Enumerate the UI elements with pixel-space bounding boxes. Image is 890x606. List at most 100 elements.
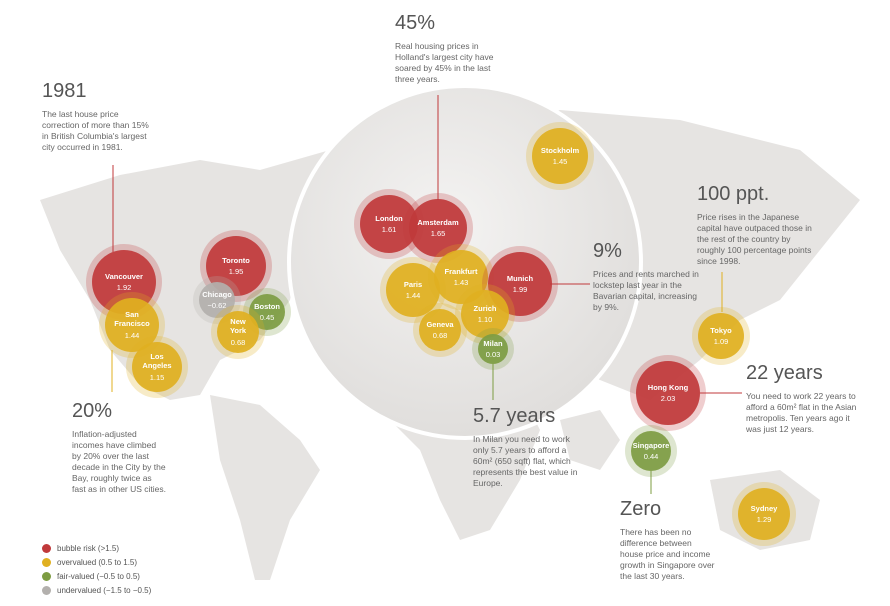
city-name-part: New [230, 317, 246, 326]
bubble [105, 298, 159, 352]
legend-swatch [42, 586, 51, 595]
legend-item: fair-valued (−0.5 to 0.5) [42, 572, 140, 581]
city-bubble: Stockholm 1.45 [526, 122, 594, 190]
annotation-heading: 22 years [746, 362, 823, 384]
legend-label: bubble risk (>1.5) [57, 544, 120, 553]
bubble [360, 195, 418, 253]
annotation-heading: 1981 [42, 80, 87, 102]
legend-swatch [42, 572, 51, 581]
annotation-heading: 9% [593, 240, 622, 262]
city-value: 0.44 [644, 452, 659, 461]
city-bubble: Sydney 1.29 [732, 482, 796, 546]
bubble [434, 250, 488, 304]
city-value: 1.09 [714, 337, 729, 346]
city-value: 1.44 [406, 291, 421, 300]
annotation-text: The last house price correction of more … [42, 109, 149, 152]
bubble [636, 361, 700, 425]
city-value: 1.44 [125, 331, 140, 340]
city-bubble: Tokyo 1.09 [692, 307, 750, 365]
bubble [249, 294, 285, 330]
annotation: 20% Inflation-adjusted incomes have climb… [72, 400, 167, 495]
city-value: 1.45 [553, 157, 568, 166]
city-name-part: York [230, 326, 247, 335]
city-bubble: Hong Kong 2.03 [630, 355, 706, 431]
annotation-text: Real housing prices in Holland's largest… [395, 41, 494, 84]
city-name: San Francisco [114, 310, 150, 328]
city-name: Amsterdam [417, 218, 459, 227]
bubble [409, 199, 467, 257]
legend-label: undervalued (−1.5 to −0.5) [57, 586, 152, 595]
city-name: Sydney [751, 504, 779, 513]
annotation: 45% Real housing prices in Holland's larg… [395, 12, 495, 85]
city-bubble: Amsterdam 1.65 [403, 193, 473, 263]
city-name: Vancouver [105, 272, 143, 281]
city-bubble: Chicago −0.62 [193, 276, 241, 324]
annotation-heading: 5.7 years [473, 405, 556, 427]
legend-item: bubble risk (>1.5) [42, 544, 119, 553]
city-name: Geneva [426, 320, 454, 329]
legend-item: overvalued (0.5 to 1.5) [42, 558, 137, 567]
city-name: New York [230, 317, 247, 335]
city-name: Los Angeles [142, 352, 171, 370]
city-bubble: Milan 0.03 [472, 328, 514, 370]
bubble [532, 128, 588, 184]
city-name: Munich [507, 274, 534, 283]
legend-label: overvalued (0.5 to 1.5) [57, 558, 138, 567]
annotation-text: In Milan you need to work only 5.7 years… [473, 434, 578, 488]
city-bubble: Singapore 0.44 [625, 425, 677, 477]
city-bubble: Zurich 1.10 [455, 284, 515, 344]
bubble [631, 431, 671, 471]
city-name: Chicago [202, 290, 232, 299]
city-name: Hong Kong [648, 383, 689, 392]
city-value: 1.61 [382, 225, 397, 234]
annotation-heading: 100 ppt. [697, 183, 770, 205]
leader-lines [111, 95, 742, 494]
city-value: 1.92 [117, 283, 132, 292]
city-name: Paris [404, 280, 422, 289]
city-value: 0.45 [260, 313, 275, 322]
annotation-text: Prices and rents marched in lockstep las… [593, 269, 699, 312]
city-name-part: Angeles [142, 361, 171, 370]
city-value: 1.99 [513, 285, 528, 294]
city-name: Singapore [633, 441, 670, 450]
annotation: 100 ppt. Price rises in the Japanese capi… [697, 183, 812, 267]
city-value: 1.15 [150, 373, 165, 382]
bubble [419, 309, 461, 351]
annotation-heading: Zero [620, 498, 662, 520]
bubble [132, 342, 182, 392]
bubble [386, 263, 440, 317]
city-name-part: Francisco [114, 319, 150, 328]
bubble [698, 313, 744, 359]
bubble [461, 290, 509, 338]
city-value: 0.03 [486, 350, 501, 359]
city-value: 1.10 [478, 315, 493, 324]
legend-item: undervalued (−1.5 to −0.5) [42, 586, 151, 595]
bubble [206, 236, 266, 296]
city-value: 1.29 [757, 515, 772, 524]
bubble [92, 250, 156, 314]
annotation-text: Inflation-adjusted incomes have climbed … [72, 429, 167, 494]
city-value: −0.62 [208, 301, 227, 310]
annotation-heading: 20% [72, 400, 113, 422]
legend-label: fair-valued (−0.5 to 0.5) [57, 572, 140, 581]
annotation: 1981 The last house price correction of m… [42, 80, 152, 153]
city-name: Zurich [474, 304, 497, 313]
city-value: 2.03 [661, 394, 676, 403]
annotation: 5.7 years In Milan you need to work only … [473, 405, 585, 489]
bubble [478, 334, 508, 364]
city-name: Milan [483, 339, 503, 348]
city-name: Tokyo [710, 326, 732, 335]
legend-swatch [42, 558, 51, 567]
city-bubble: San Francisco 1.44 [99, 292, 165, 358]
bubble [217, 311, 259, 353]
city-bubble: London 1.61 [354, 189, 424, 259]
city-value: 1.65 [431, 229, 446, 238]
city-name: Stockholm [541, 146, 580, 155]
annotation-text: You need to work 22 years to afford a 60… [746, 391, 857, 434]
annotation-text: Price rises in the Japanese capital have… [697, 212, 812, 266]
annotation: 9% Prices and rents marched in lockstep l… [593, 240, 708, 313]
city-name: Toronto [222, 256, 250, 265]
city-bubble: Paris 1.44 [380, 257, 446, 323]
